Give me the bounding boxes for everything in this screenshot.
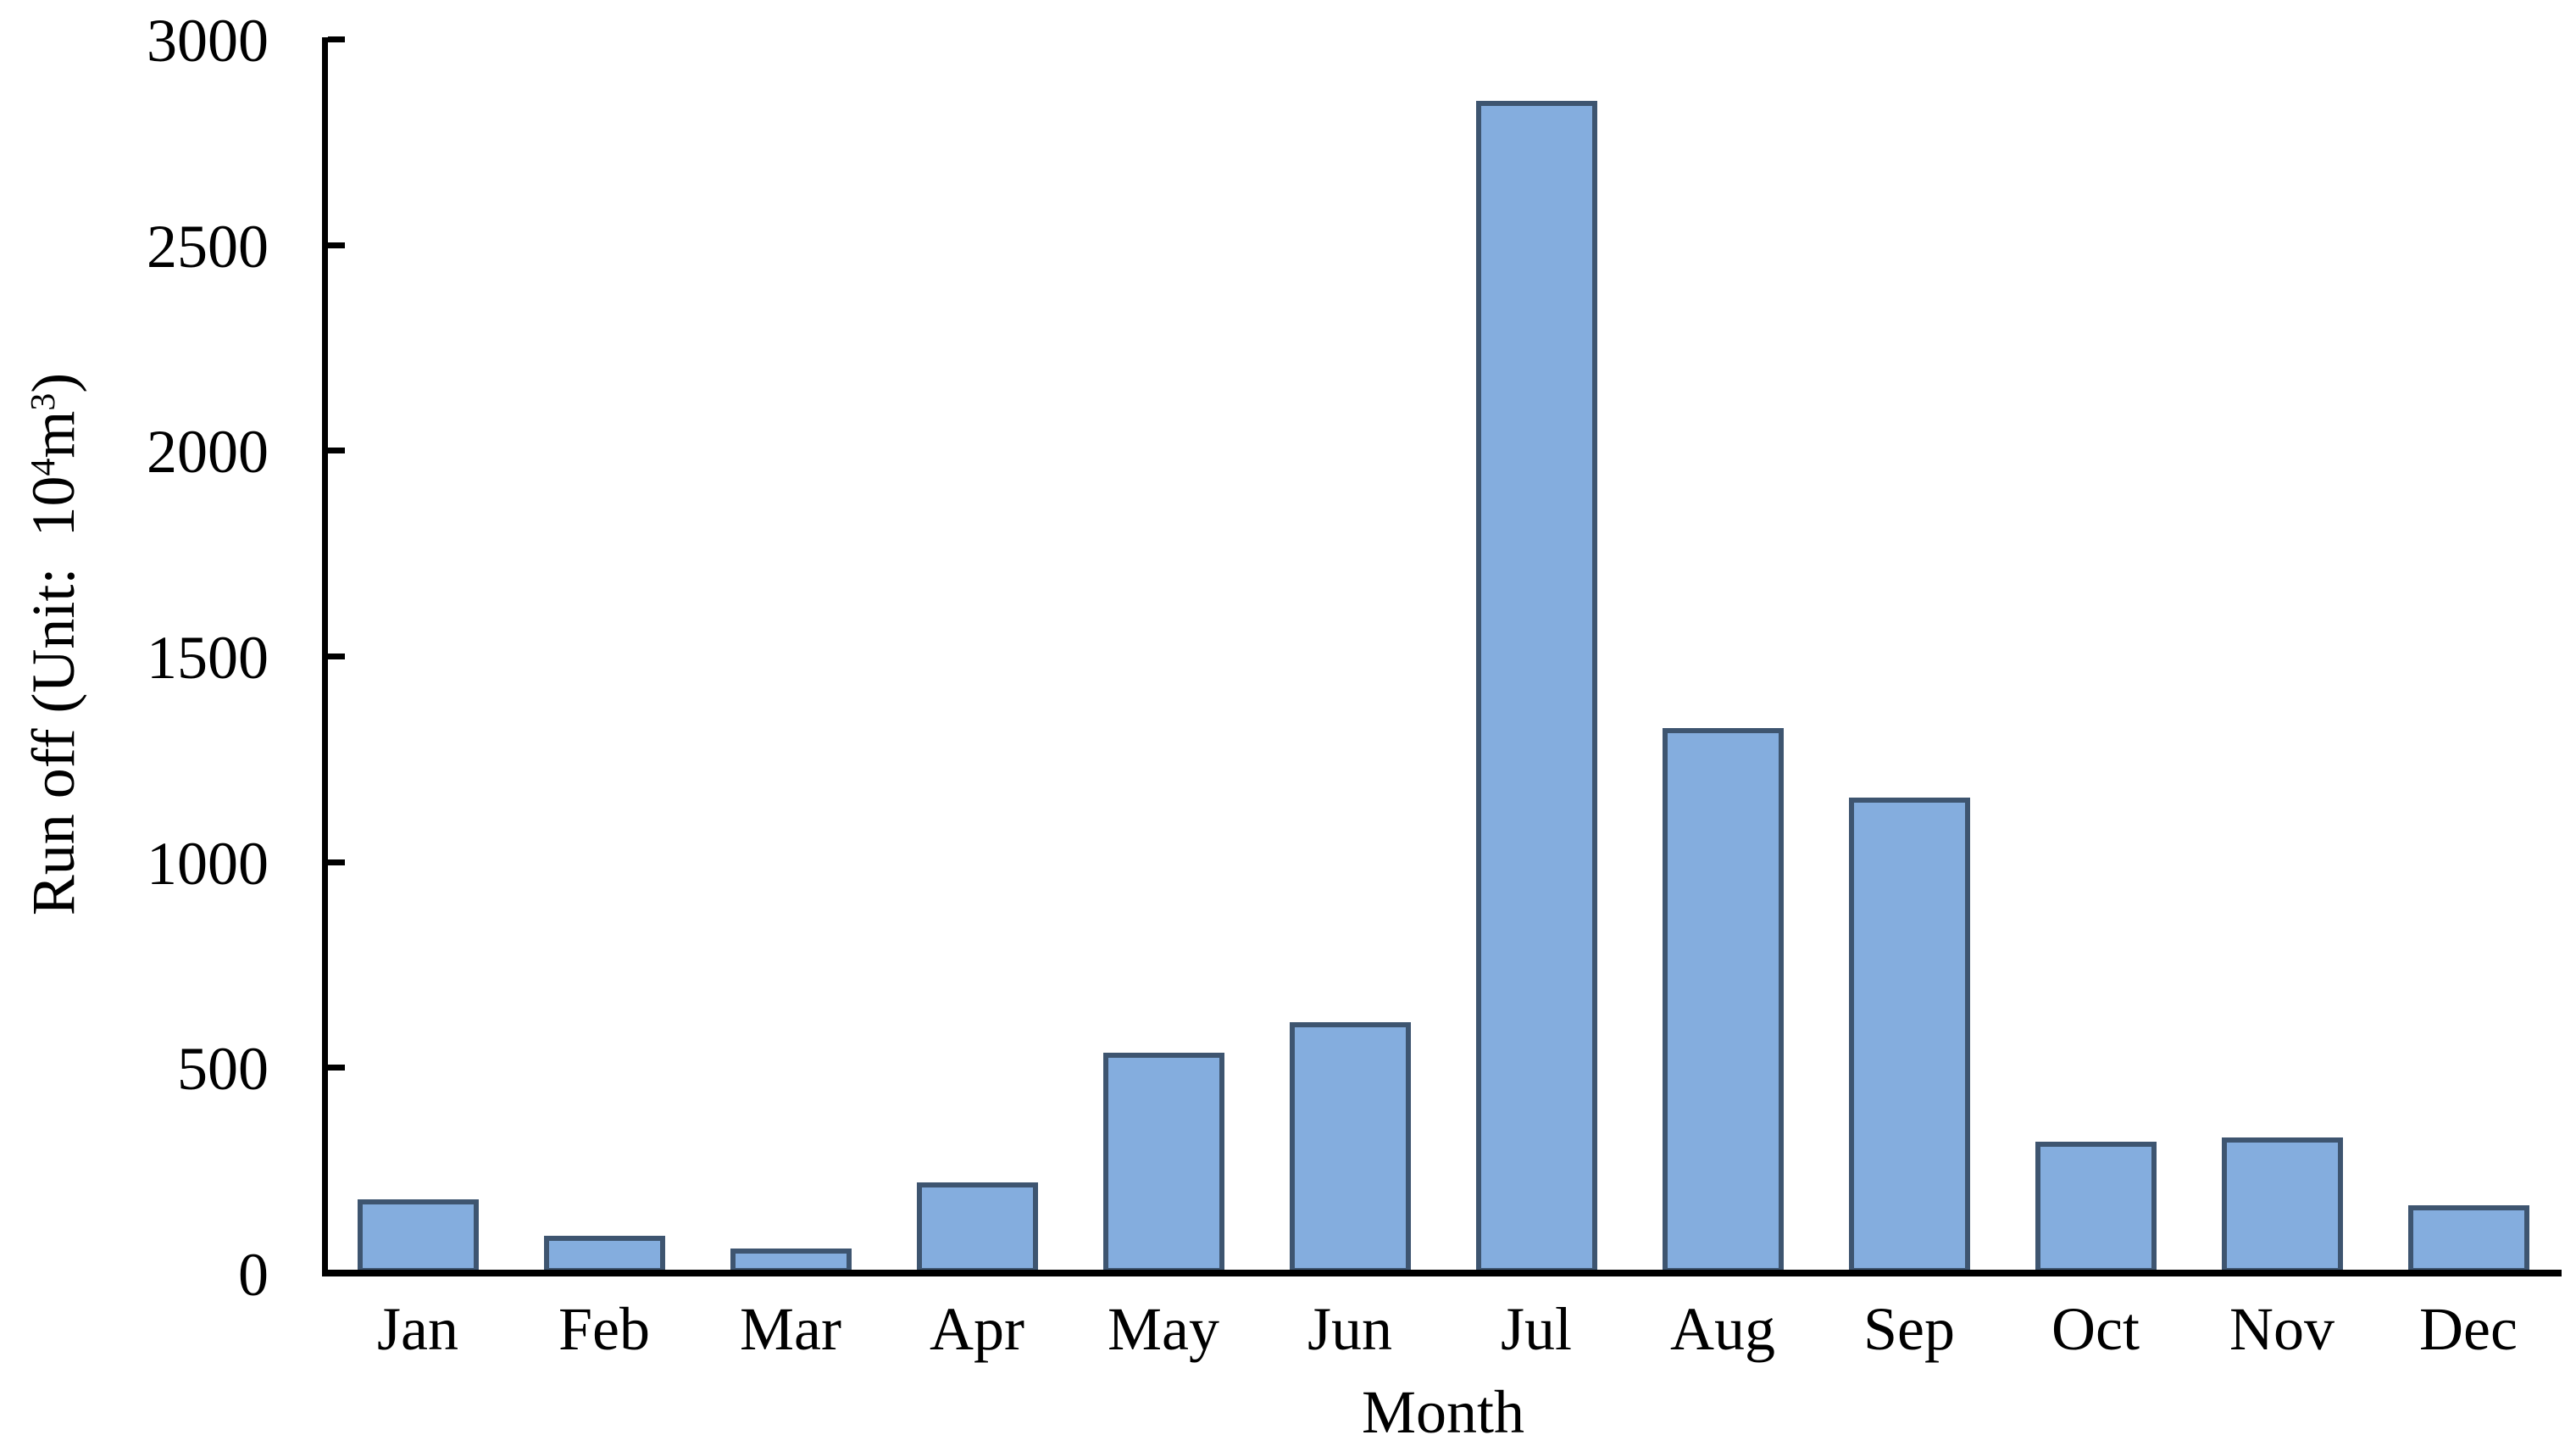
- bar-sep: [1848, 798, 1970, 1273]
- x-tick-label-aug: Aug: [1670, 1295, 1775, 1363]
- x-tick-label-sep: Sep: [1863, 1295, 1955, 1363]
- x-tick-label-oct: Oct: [2051, 1295, 2140, 1363]
- y-tick-mark-1500: [328, 653, 345, 659]
- y-tick-mark-1000: [328, 859, 345, 865]
- y-tick-label-1500: 1500: [147, 624, 269, 692]
- bar-feb: [543, 1236, 665, 1273]
- y-tick-mark-2500: [328, 242, 345, 248]
- y-axis-title-superscript-3: 3: [24, 392, 64, 411]
- bar-jun: [1289, 1022, 1411, 1273]
- bar-jan: [357, 1199, 479, 1273]
- x-axis-title: Month: [1361, 1378, 1525, 1446]
- bar-may: [1102, 1053, 1224, 1273]
- x-tick-label-apr: Apr: [930, 1295, 1024, 1363]
- y-tick-label-2500: 2500: [147, 212, 269, 281]
- y-tick-label-2000: 2000: [147, 418, 269, 487]
- x-tick-label-mar: Mar: [740, 1295, 841, 1363]
- y-tick-label-3000: 3000: [147, 7, 269, 75]
- x-tick-label-jun: Jun: [1307, 1295, 1393, 1363]
- y-tick-mark-500: [328, 1065, 345, 1071]
- y-tick-mark-3000: [328, 36, 345, 42]
- y-tick-mark-2000: [328, 448, 345, 454]
- x-tick-label-jan: Jan: [377, 1295, 458, 1363]
- x-axis-line: [322, 1270, 2562, 1276]
- x-tick-label-may: May: [1108, 1295, 1219, 1363]
- x-tick-label-nov: Nov: [2229, 1295, 2334, 1363]
- y-tick-label-0: 0: [238, 1241, 269, 1309]
- bar-dec: [2407, 1205, 2529, 1273]
- y-tick-label-1000: 1000: [147, 829, 269, 898]
- bar-oct: [2035, 1142, 2157, 1273]
- y-axis-line: [322, 37, 328, 1276]
- y-axis-title-close-paren: ): [19, 372, 87, 393]
- bar-aug: [1662, 728, 1784, 1273]
- bar-jul: [1475, 101, 1597, 1273]
- bar-apr: [916, 1182, 1038, 1273]
- x-tick-label-feb: Feb: [558, 1295, 650, 1363]
- y-tick-label-500: 500: [177, 1035, 269, 1104]
- bar-nov: [2221, 1137, 2343, 1273]
- x-tick-label-dec: Dec: [2419, 1295, 2518, 1363]
- x-tick-label-jul: Jul: [1500, 1295, 1573, 1363]
